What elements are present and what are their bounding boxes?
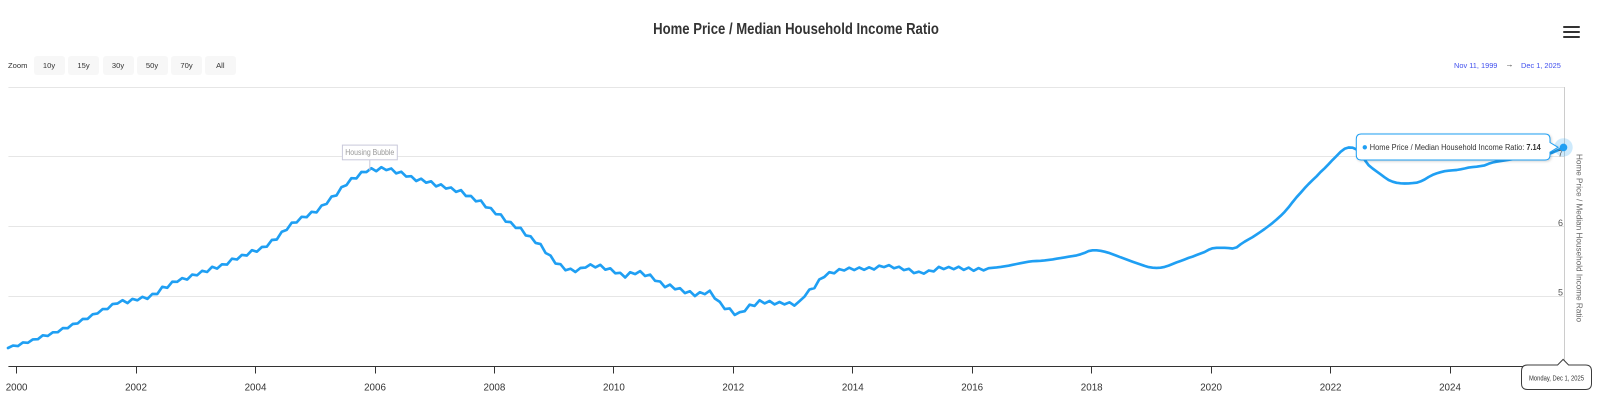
svg-text:5: 5 — [1558, 288, 1563, 298]
svg-text:2010: 2010 — [603, 383, 625, 394]
svg-text:2016: 2016 — [961, 383, 983, 394]
svg-text:2012: 2012 — [722, 383, 744, 394]
svg-text:Housing Bubble: Housing Bubble — [345, 148, 394, 157]
svg-text:2006: 2006 — [364, 383, 386, 394]
svg-text:Home Price / Median Household: Home Price / Median Household Income Rat… — [1575, 154, 1584, 323]
svg-text:6: 6 — [1558, 218, 1563, 228]
svg-text:2008: 2008 — [484, 383, 506, 394]
svg-text:2018: 2018 — [1081, 383, 1103, 394]
svg-text:2022: 2022 — [1320, 383, 1342, 394]
svg-text:7: 7 — [1558, 149, 1563, 159]
svg-text:2020: 2020 — [1200, 383, 1222, 394]
svg-text:Home Price / Median Household: Home Price / Median Household Income Rat… — [1370, 143, 1542, 152]
svg-text:2000: 2000 — [6, 383, 28, 394]
svg-text:2002: 2002 — [125, 383, 147, 394]
svg-text:2024: 2024 — [1439, 383, 1461, 394]
svg-text:Monday, Dec 1, 2025: Monday, Dec 1, 2025 — [1529, 374, 1584, 383]
svg-text:2014: 2014 — [842, 383, 864, 394]
svg-text:2004: 2004 — [245, 383, 267, 394]
